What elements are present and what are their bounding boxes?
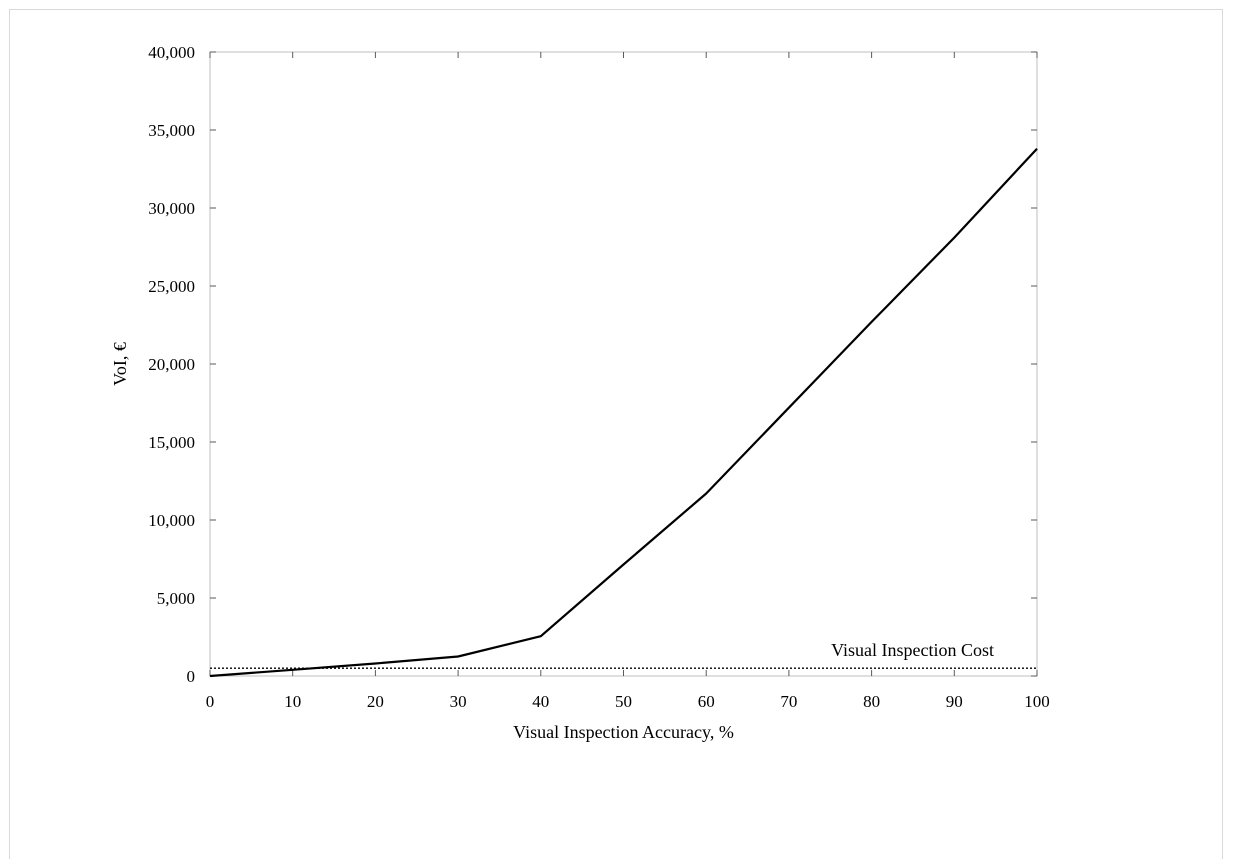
- y-tick-label: 35,000: [148, 121, 195, 140]
- x-tick-label: 0: [206, 692, 215, 711]
- y-tick-label: 15,000: [148, 433, 195, 452]
- x-tick-label: 90: [946, 692, 963, 711]
- x-tick-label: 100: [1024, 692, 1050, 711]
- series-line: [209, 147, 1038, 678]
- plot-border: [209, 51, 1038, 677]
- x-tick-label: 20: [367, 692, 384, 711]
- y-axis-title: VoI, €: [110, 342, 130, 386]
- y-tick-label: 5,000: [157, 589, 195, 608]
- reference-line-label: Visual Inspection Cost: [831, 640, 994, 660]
- chart-frame: [9, 9, 1223, 859]
- y-tick-label: 30,000: [148, 199, 195, 218]
- x-tick-label: 30: [450, 692, 467, 711]
- y-tick-label: 25,000: [148, 277, 195, 296]
- y-tick-label: 10,000: [148, 511, 195, 530]
- x-tick-label: 80: [863, 692, 880, 711]
- y-tick-label: 0: [187, 667, 196, 686]
- plot-area: 0 10 20 30 40 50 60 70 80 90 100 0 5,000 10,000 15,000…: [148, 43, 1050, 711]
- y-tick-label: 40,000: [148, 43, 195, 62]
- x-tick-label: 70: [780, 692, 797, 711]
- x-axis-title: Visual Inspection Accuracy, %: [513, 722, 734, 742]
- x-tick-label: 50: [615, 692, 632, 711]
- x-tick-label: 60: [698, 692, 715, 711]
- x-tick-label: 10: [284, 692, 301, 711]
- y-tick-label: 20,000: [148, 355, 195, 374]
- x-tick-label: 40: [532, 692, 549, 711]
